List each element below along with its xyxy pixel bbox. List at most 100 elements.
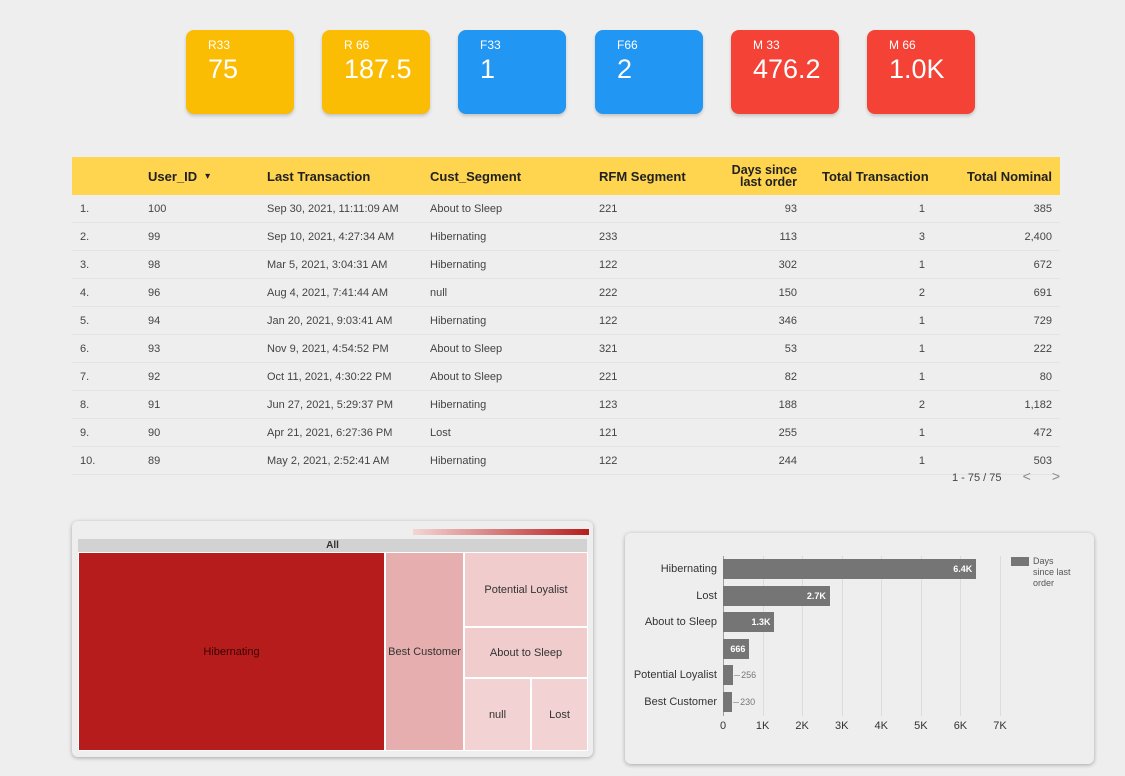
- treemap-cell-lost[interactable]: Lost: [531, 678, 588, 751]
- cell-user-id: 99: [148, 231, 161, 243]
- cell-nominal: 385: [1033, 203, 1052, 215]
- header-user-id[interactable]: User_ID ▾: [148, 168, 211, 184]
- cell-user-id: 93: [148, 343, 161, 355]
- bar[interactable]: [723, 665, 734, 685]
- bar[interactable]: [723, 585, 830, 606]
- gridline: [1000, 556, 1001, 716]
- cell-seg: Lost: [430, 427, 451, 439]
- header-total-transaction[interactable]: Total Transaction: [822, 168, 929, 184]
- table-header: User_ID ▾ Last Transaction Cust_Segment …: [72, 157, 1060, 195]
- cell-idx: 4.: [80, 287, 90, 299]
- category-label: About to Sleep: [644, 616, 717, 628]
- cell-user-id: 94: [148, 315, 161, 327]
- gridline: [762, 556, 764, 716]
- header-cust-segment[interactable]: Cust_Segment: [430, 168, 522, 184]
- treemap-cell-potential-loyalist[interactable]: Potential Loyalist: [464, 552, 588, 627]
- kpi-value: 1: [480, 54, 496, 84]
- table-row[interactable]: 2. 99 Sep 10, 2021, 4:27:34 AM Hibernating 2…: [72, 223, 1060, 251]
- category-label: Hibernating: [660, 563, 717, 575]
- cell-tx: 1: [918, 343, 925, 355]
- header-total-nominal[interactable]: Total Nominal: [967, 168, 1052, 184]
- cell-user-id: 90: [148, 427, 161, 439]
- kpi-card-f33[interactable]: F33 1: [458, 30, 566, 114]
- cell-tx: 2: [918, 399, 925, 411]
- cell-nominal: 503: [1033, 455, 1052, 467]
- bar[interactable]: [723, 691, 733, 712]
- kpi-card-m66[interactable]: M 66 1.0K: [867, 30, 975, 114]
- bar-value-label: 2.7K: [806, 590, 826, 601]
- x-tick-label: 0: [719, 720, 727, 732]
- cell-nominal: 691: [1033, 287, 1052, 299]
- cell-nominal: 729: [1033, 315, 1052, 327]
- treemap-cell-null[interactable]: null: [464, 678, 531, 751]
- cell-seg: Hibernating: [430, 315, 487, 327]
- table-row[interactable]: 9. 90 Apr 21, 2021, 6:27:36 PM Lost 121 255 1 4…: [72, 419, 1060, 447]
- kpi-card-m33[interactable]: M 33 476.2: [731, 30, 839, 114]
- table-row[interactable]: 1. 100 Sep 30, 2021, 11:11:09 AM About to S…: [72, 195, 1060, 223]
- gridline: [881, 556, 883, 716]
- table-row[interactable]: 8. 91 Jun 27, 2021, 5:29:37 PM Hibernating 1…: [72, 391, 1060, 419]
- gridline: [841, 556, 843, 716]
- treemap-root-header[interactable]: All: [78, 539, 587, 552]
- bar[interactable]: [723, 612, 775, 632]
- cell-seg: Hibernating: [430, 231, 487, 243]
- next-page-button[interactable]: >: [1051, 468, 1060, 484]
- table-row[interactable]: 4. 96 Aug 4, 2021, 7:41:44 AM null 222 150 2 69…: [72, 279, 1060, 307]
- table-row[interactable]: 10. 89 May 2, 2021, 2:52:41 AM Hibernating 1…: [72, 447, 1060, 475]
- cell-days: 93: [784, 203, 797, 215]
- x-tick-label: 3K: [834, 720, 849, 732]
- cell-rfm: 122: [599, 455, 618, 467]
- cell-idx: 10.: [80, 455, 96, 467]
- kpi-card-r33[interactable]: R33 75: [186, 30, 294, 114]
- cell-tx: 1: [918, 315, 925, 327]
- kpi-card-f66[interactable]: F66 2: [595, 30, 703, 114]
- pagination: 1 - 75 / 75 < >: [952, 468, 1060, 484]
- cell-user-id: 91: [148, 399, 161, 411]
- sort-desc-icon[interactable]: ▾: [205, 170, 211, 182]
- cell-days: 302: [778, 259, 797, 271]
- bar[interactable]: [723, 638, 750, 659]
- cell-last: Sep 10, 2021, 4:27:34 AM: [267, 231, 395, 243]
- kpi-label: R 66: [344, 38, 370, 52]
- bar-value-label: 256: [741, 670, 757, 680]
- cell-last: May 2, 2021, 2:52:41 AM: [267, 455, 390, 467]
- header-last-transaction[interactable]: Last Transaction: [267, 168, 371, 184]
- kpi-label: M 66: [889, 38, 916, 52]
- cell-days: 255: [778, 427, 797, 439]
- kpi-value: 1.0K: [889, 54, 945, 84]
- bar-value-label: 6.4K: [953, 564, 973, 574]
- header-days-since-last-order[interactable]: Days since last order: [731, 163, 797, 189]
- cell-tx: 2: [918, 287, 925, 299]
- table-row[interactable]: 5. 94 Jan 20, 2021, 9:03:41 AM Hibernating 1…: [72, 307, 1060, 335]
- cell-idx: 6.: [80, 343, 90, 355]
- cell-days: 188: [778, 399, 797, 411]
- gridline: [802, 556, 804, 716]
- legend-swatch: [1011, 557, 1029, 566]
- table-row[interactable]: 3. 98 Mar 5, 2021, 3:04:31 AM Hibernating 12…: [72, 251, 1060, 279]
- color-scale-legend: [413, 529, 589, 535]
- cell-rfm: 221: [599, 203, 618, 215]
- header-rfm-segment[interactable]: RFM Segment: [599, 168, 686, 184]
- table-row[interactable]: 6. 93 Nov 9, 2021, 4:54:52 PM About to Slee…: [72, 335, 1060, 363]
- cell-rfm: 123: [599, 399, 618, 411]
- cell-rfm: 122: [599, 259, 618, 271]
- cell-nominal: 472: [1033, 427, 1052, 439]
- cell-nominal: 80: [1039, 371, 1052, 383]
- category-label: Best Customer: [644, 695, 717, 708]
- category-label: Potential Loyalist: [633, 669, 717, 681]
- cell-user-id: 98: [148, 259, 161, 271]
- legend-label-line: Days: [1033, 556, 1054, 566]
- gridline: [723, 556, 724, 716]
- cell-days: 113: [779, 231, 797, 243]
- table-row[interactable]: 7. 92 Oct 11, 2021, 4:30:22 PM About to Sle…: [72, 363, 1060, 391]
- cell-seg: Hibernating: [430, 399, 487, 411]
- bar[interactable]: [723, 559, 977, 579]
- treemap-cell-hibernating[interactable]: Hibernating: [78, 552, 385, 751]
- prev-page-button[interactable]: <: [1022, 468, 1031, 484]
- x-tick-label: 2K: [795, 720, 809, 732]
- treemap-cell-about-to-sleep[interactable]: About to Sleep: [464, 627, 588, 678]
- cell-nominal: 2,400: [1024, 231, 1052, 243]
- kpi-card-r66[interactable]: R 66 187.5: [322, 30, 430, 114]
- treemap-cell-best-customer[interactable]: Best Customer: [385, 552, 464, 751]
- cell-idx: 1.: [80, 203, 90, 215]
